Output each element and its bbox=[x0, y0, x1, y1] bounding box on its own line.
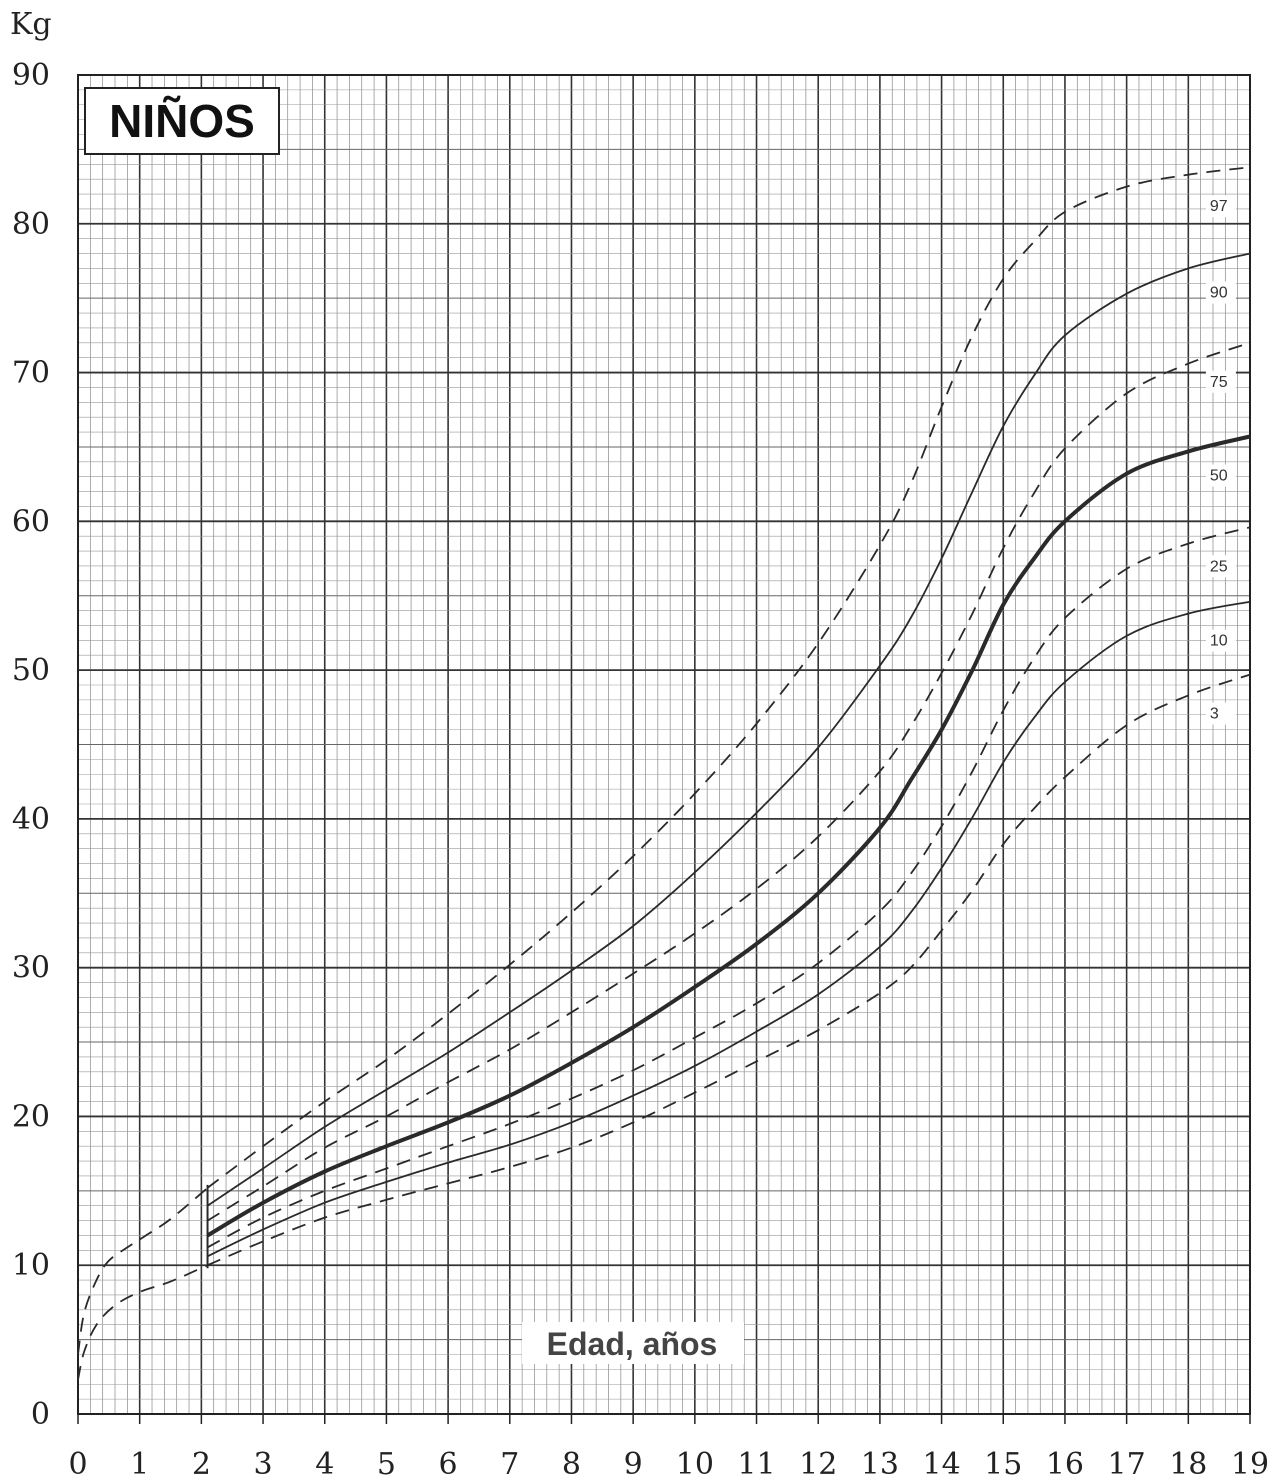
series-line-p10 bbox=[207, 600, 1251, 1258]
x-tick-label: 0 bbox=[68, 1447, 87, 1482]
chart-title-box: NIÑOS bbox=[84, 87, 280, 155]
x-tick-label: 2 bbox=[192, 1447, 211, 1482]
y-tick-label: 80 bbox=[12, 207, 50, 242]
x-tick-label: 17 bbox=[1108, 1447, 1146, 1482]
y-tick-label: 50 bbox=[12, 653, 50, 688]
y-tick-label: 0 bbox=[31, 1397, 50, 1432]
x-tick-label: 16 bbox=[1046, 1447, 1084, 1482]
chart-title-frame bbox=[84, 87, 280, 155]
x-tick-label: 6 bbox=[439, 1447, 458, 1482]
chart-grid bbox=[77, 74, 1251, 1415]
plot-frame bbox=[77, 74, 1251, 1415]
series-line-p75 bbox=[207, 341, 1251, 1222]
x-axis-label: Edad, años bbox=[547, 1326, 718, 1362]
x-tick-label: 9 bbox=[624, 1447, 643, 1482]
percentile-label-p97: 97 bbox=[1210, 198, 1228, 215]
percentile-label-backing bbox=[1205, 464, 1236, 487]
x-tick-label: 13 bbox=[861, 1447, 899, 1482]
percentile-label-backing bbox=[1205, 702, 1236, 725]
chart-series bbox=[77, 166, 1251, 1380]
y-tick-label: 40 bbox=[12, 802, 50, 837]
percentile-label-p10: 10 bbox=[1210, 633, 1228, 650]
series-line-infant-7 bbox=[77, 1187, 209, 1355]
x-tick-label: 15 bbox=[984, 1447, 1022, 1482]
y-tick-label: 90 bbox=[12, 58, 50, 93]
chart-axes: 0 1 2 3 4 5 6 7 8 9 10 11 12 13 14 15 16 17 18 190102030405… bbox=[12, 58, 1269, 1482]
y-tick-label: 70 bbox=[12, 356, 50, 391]
series-line-p25 bbox=[207, 526, 1251, 1249]
x-tick-label: 5 bbox=[377, 1447, 396, 1482]
x-tick-label: 3 bbox=[254, 1447, 273, 1482]
percentile-label-backing bbox=[1205, 629, 1236, 652]
percentile-label-p50: 50 bbox=[1210, 468, 1228, 485]
percentile-label-backing bbox=[1205, 370, 1236, 393]
series-line-p90 bbox=[207, 252, 1251, 1207]
percentile-label-p25: 25 bbox=[1210, 558, 1228, 575]
x-tick-label: 11 bbox=[737, 1447, 775, 1482]
x-tick-label: 18 bbox=[1169, 1447, 1207, 1482]
series-line-p3 bbox=[207, 673, 1251, 1267]
y-tick-label: 10 bbox=[12, 1248, 50, 1283]
x-tick-label: 4 bbox=[315, 1447, 334, 1482]
series-line-p97 bbox=[206, 166, 1251, 1189]
percentile-label-backing bbox=[1205, 195, 1236, 218]
x-tick-label: 19 bbox=[1231, 1447, 1269, 1482]
x-tick-label: 12 bbox=[799, 1447, 837, 1482]
y-axis-label: Kg bbox=[10, 7, 52, 42]
series-line-p50 bbox=[206, 434, 1251, 1238]
y-tick-label: 20 bbox=[12, 1099, 50, 1134]
percentile-label-backing bbox=[1205, 555, 1236, 578]
percentile-label-p90: 90 bbox=[1210, 285, 1228, 302]
chart-title: NIÑOS bbox=[109, 95, 255, 147]
x-tick-label: 10 bbox=[676, 1447, 714, 1482]
x-tick-label: 1 bbox=[130, 1447, 149, 1482]
percentile-label-backing bbox=[1205, 281, 1236, 304]
y-tick-label: 30 bbox=[12, 951, 50, 986]
percentile-label-p75: 75 bbox=[1210, 374, 1228, 391]
chart-labels: 97 90 75 50 25 10 3 bbox=[1205, 195, 1236, 725]
x-tick-label: 14 bbox=[922, 1447, 960, 1482]
percentile-label-p3: 3 bbox=[1210, 706, 1219, 723]
x-axis-label-backing bbox=[522, 1322, 744, 1364]
series-line-infant-8 bbox=[77, 1264, 208, 1380]
x-tick-label: 8 bbox=[562, 1447, 581, 1482]
x-tick-label: 7 bbox=[500, 1447, 519, 1482]
y-tick-label: 60 bbox=[12, 504, 50, 539]
